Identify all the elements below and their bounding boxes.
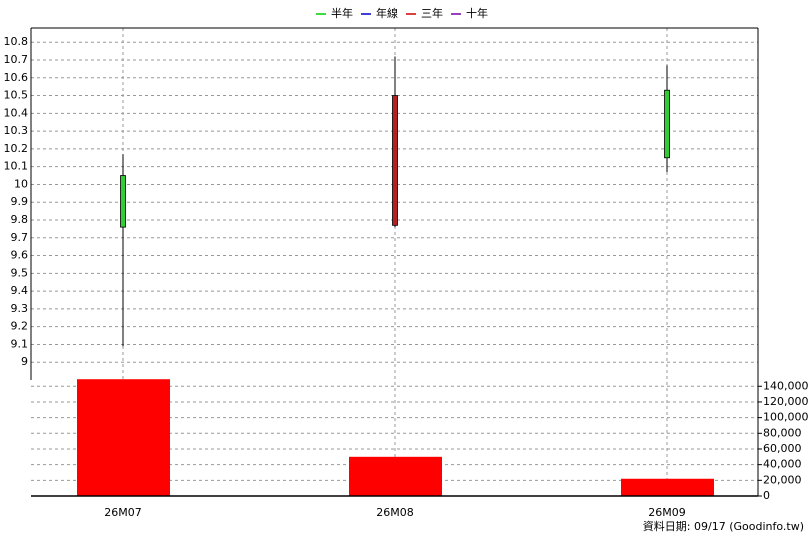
x-tick-label: 26M08 bbox=[376, 506, 414, 519]
y-tick-label: 60,000 bbox=[763, 442, 802, 455]
y-tick-label: 80,000 bbox=[763, 426, 802, 439]
y-tick-label: 20,000 bbox=[763, 473, 802, 486]
y-tick-label: 10.1 bbox=[4, 160, 29, 173]
y-tick-label: 10.5 bbox=[4, 89, 29, 102]
bar bbox=[77, 379, 170, 496]
y-tick-label: 10 bbox=[14, 177, 28, 190]
bar bbox=[621, 478, 714, 496]
legend-label: 三年 bbox=[421, 6, 443, 20]
x-tick-label: 26M09 bbox=[648, 506, 686, 519]
y-tick-label: 9 bbox=[21, 355, 28, 368]
y-tick-label: 100,000 bbox=[763, 411, 808, 424]
y-tick-label: 10.6 bbox=[4, 71, 29, 84]
footer: 資料日期: 09/17 (Goodinfo.tw) bbox=[643, 519, 804, 533]
candle-body bbox=[664, 89, 670, 159]
x-tick-label: 26M07 bbox=[104, 506, 142, 519]
y-tick-label: 9.4 bbox=[11, 284, 29, 297]
legend-label: 年線 bbox=[376, 6, 398, 20]
y-tick-label: 9.9 bbox=[11, 195, 29, 208]
candle-body bbox=[392, 95, 398, 226]
y-tick-label: 9.8 bbox=[11, 213, 29, 226]
y-tick-label: 140,000 bbox=[763, 379, 808, 392]
y-tick-label: 120,000 bbox=[763, 395, 808, 408]
y-tick-label: 0 bbox=[763, 489, 770, 502]
y-tick-label: 10.4 bbox=[4, 106, 29, 119]
y-tick-label: 10.8 bbox=[4, 35, 29, 48]
y-tick-label: 10.2 bbox=[4, 142, 29, 155]
y-tick-label: 9.2 bbox=[11, 320, 29, 333]
y-tick-label: 9.7 bbox=[11, 231, 29, 244]
y-tick-label: 9.1 bbox=[11, 337, 29, 350]
y-tick-label: 9.5 bbox=[11, 266, 29, 279]
y-tick-label: 10.3 bbox=[4, 124, 29, 137]
y-tick-label: 40,000 bbox=[763, 458, 802, 471]
y-tick-label: 10.7 bbox=[4, 53, 29, 66]
y-tick-label: 9.6 bbox=[11, 249, 29, 262]
legend-label: 半年 bbox=[331, 6, 353, 20]
candle-body bbox=[120, 175, 126, 228]
bar bbox=[349, 456, 442, 496]
y-tick-label: 9.3 bbox=[11, 302, 29, 315]
legend-label: 十年 bbox=[466, 6, 488, 20]
